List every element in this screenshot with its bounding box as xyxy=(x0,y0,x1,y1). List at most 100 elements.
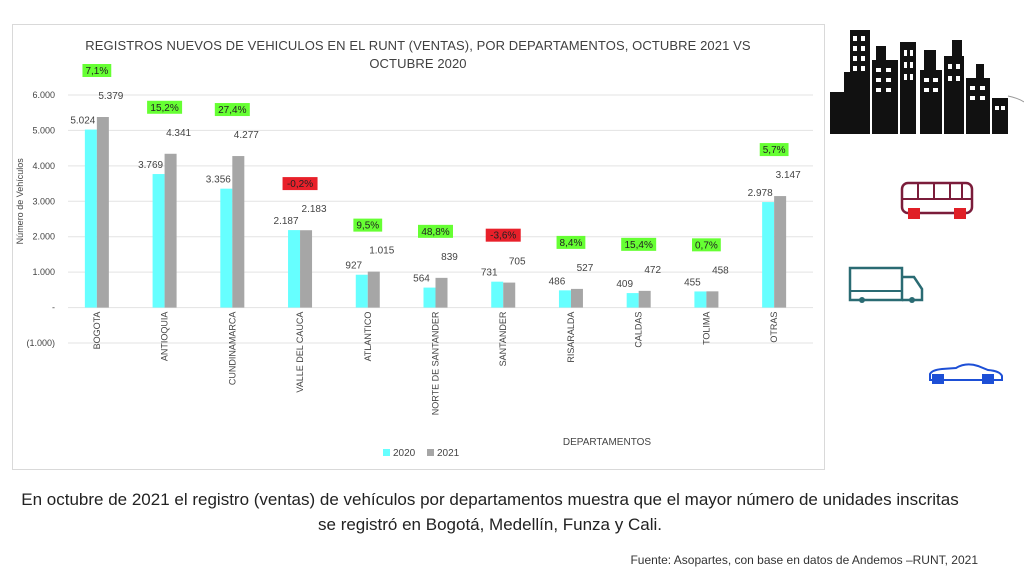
y-tick-label: 2.000 xyxy=(32,232,55,242)
bar-chart: 6.000 5.000 4.000 3.000 2.000 1.000 - (1.000) Nú… xyxy=(15,64,813,459)
legend-label: 2021 xyxy=(437,448,460,459)
y-axis-label: Número de Vehículos xyxy=(15,158,25,245)
growth-label: 48,8% xyxy=(421,227,449,238)
category-label: CUNDINAMARCA xyxy=(227,312,237,386)
bus-icon xyxy=(900,181,974,219)
data-label-2020: 927 xyxy=(345,261,362,272)
data-label-2020: 3.769 xyxy=(138,160,163,171)
category-label: CALDAS xyxy=(634,312,644,348)
bar-2020 xyxy=(152,174,165,308)
data-label-2021: 4.341 xyxy=(166,128,191,139)
bar-2020 xyxy=(558,290,571,308)
data-label-2021: 4.277 xyxy=(234,130,259,141)
y-tick-label: 4.000 xyxy=(32,161,55,171)
source-note: Fuente: Asopartes, con base en datos de … xyxy=(630,553,978,567)
bar-2020 xyxy=(626,293,639,308)
category-label: ANTIOQUIA xyxy=(160,312,170,362)
chart-frame: REGISTROS NUEVOS DE VEHICULOS EN EL RUNT… xyxy=(12,24,825,470)
data-label-2021: 527 xyxy=(577,263,594,274)
growth-label: 7,1% xyxy=(85,66,108,77)
bar-2021 xyxy=(96,117,109,308)
data-label-2021: 839 xyxy=(441,252,458,263)
growth-badge xyxy=(621,237,657,251)
category-label: BOGOTA xyxy=(92,312,102,350)
growth-label: 0,7% xyxy=(695,240,718,251)
y-tick-label: 1.000 xyxy=(32,267,55,277)
growth-badge xyxy=(147,100,183,114)
growth-badge xyxy=(418,224,453,238)
growth-badge xyxy=(282,177,318,191)
bar-2021 xyxy=(706,291,719,308)
growth-badge xyxy=(692,238,721,252)
bar-2020 xyxy=(288,230,301,308)
city-buildings-icon xyxy=(830,30,1024,134)
growth-label: 5,7% xyxy=(763,145,786,156)
data-label-2021: 3.147 xyxy=(776,170,801,181)
data-label-2021: 458 xyxy=(712,265,729,276)
data-label-2021: 5.379 xyxy=(98,91,123,102)
growth-label: 27,4% xyxy=(218,105,246,116)
bar-2020 xyxy=(423,287,436,308)
category-label: OTRAS xyxy=(769,312,779,343)
growth-badge xyxy=(556,235,586,249)
x-axis-label: DEPARTAMENTOS xyxy=(563,437,651,448)
bar-2021 xyxy=(570,288,583,308)
bar-2021 xyxy=(435,277,448,308)
category-label: RISARALDA xyxy=(566,312,576,363)
growth-badge xyxy=(82,64,112,78)
category-label: NORTE DE SANTANDER xyxy=(431,311,441,415)
data-label-2020: 2.978 xyxy=(748,188,773,199)
y-tick-label: 3.000 xyxy=(32,196,55,206)
legend-label: 2020 xyxy=(393,448,416,459)
category-label: ATLANTICO xyxy=(363,312,373,362)
growth-label: 15,2% xyxy=(150,103,178,114)
data-label-2020: 3.356 xyxy=(206,175,231,186)
bar-2021 xyxy=(503,282,516,308)
chart-title: REGISTROS NUEVOS DE VEHICULOS EN EL RUNT… xyxy=(85,38,751,71)
bar-2021 xyxy=(367,271,380,308)
growth-badge xyxy=(485,228,521,242)
data-label-2021: 1.015 xyxy=(369,246,394,257)
bar-2020 xyxy=(84,129,97,308)
data-label-2020: 455 xyxy=(684,277,701,288)
growth-badge xyxy=(214,103,250,117)
category-label: TOLIMA xyxy=(701,312,711,345)
growth-label: -0,2% xyxy=(287,179,313,190)
data-label-2021: 472 xyxy=(644,265,661,276)
data-label-2020: 409 xyxy=(616,279,633,290)
bar-2020 xyxy=(220,188,233,308)
data-label-2020: 486 xyxy=(549,276,566,287)
data-label-2020: 5.024 xyxy=(70,116,95,127)
growth-badge xyxy=(759,143,789,157)
legend-swatch xyxy=(427,449,434,456)
growth-label: 8,4% xyxy=(560,238,583,249)
bar-2020 xyxy=(355,274,368,308)
data-label-2021: 2.183 xyxy=(302,204,327,215)
y-tick-label: 5.000 xyxy=(32,125,55,135)
bar-2020 xyxy=(762,202,775,308)
category-label: VALLE DEL CAUCA xyxy=(295,312,305,393)
growth-label: -3,6% xyxy=(490,231,516,242)
y-tick-label: (1.000) xyxy=(26,338,55,348)
caption-text: En octubre de 2021 el registro (ventas) … xyxy=(21,490,959,534)
bar-2021 xyxy=(774,196,787,308)
growth-label: 15,4% xyxy=(625,240,653,251)
data-label-2020: 2.187 xyxy=(274,216,299,227)
data-label-2020: 731 xyxy=(481,268,498,279)
data-label-2021: 705 xyxy=(509,257,526,268)
truck-icon xyxy=(848,266,924,303)
category-label: SANTANDER xyxy=(498,311,508,366)
bar-2021 xyxy=(300,230,313,308)
y-tick-label: 6.000 xyxy=(32,90,55,100)
car-icon xyxy=(929,363,1003,384)
bar-2021 xyxy=(164,153,177,308)
bar-2021 xyxy=(232,156,245,308)
legend-swatch xyxy=(383,449,390,456)
y-tick-label: - xyxy=(52,303,55,313)
bar-2021 xyxy=(638,290,651,308)
data-label-2020: 564 xyxy=(413,274,430,285)
bar-2020 xyxy=(491,281,504,308)
growth-badge xyxy=(353,218,383,232)
bar-2020 xyxy=(694,291,707,308)
growth-label: 9,5% xyxy=(356,221,379,232)
